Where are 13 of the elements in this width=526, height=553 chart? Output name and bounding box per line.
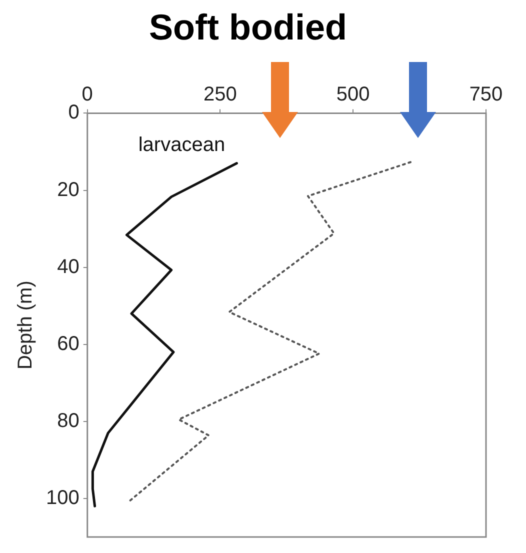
- y-axis-title: Depth (m): [14, 280, 37, 370]
- y-tick-label: 20: [57, 178, 80, 201]
- chart-title: Soft bodied: [149, 6, 347, 48]
- line-series: [128, 161, 412, 502]
- y-tick-label: 40: [57, 256, 80, 278]
- x-tick-label: 250: [204, 84, 237, 106]
- series-label: larvacean: [138, 134, 226, 156]
- y-tick-label: 60: [57, 332, 80, 355]
- y-tick-label: 0: [68, 102, 80, 124]
- x-tick-label: 750: [469, 84, 503, 106]
- y-tick-label: 80: [57, 410, 80, 432]
- y-tick-label: 100: [46, 486, 80, 509]
- x-tick-label: 500: [336, 84, 370, 106]
